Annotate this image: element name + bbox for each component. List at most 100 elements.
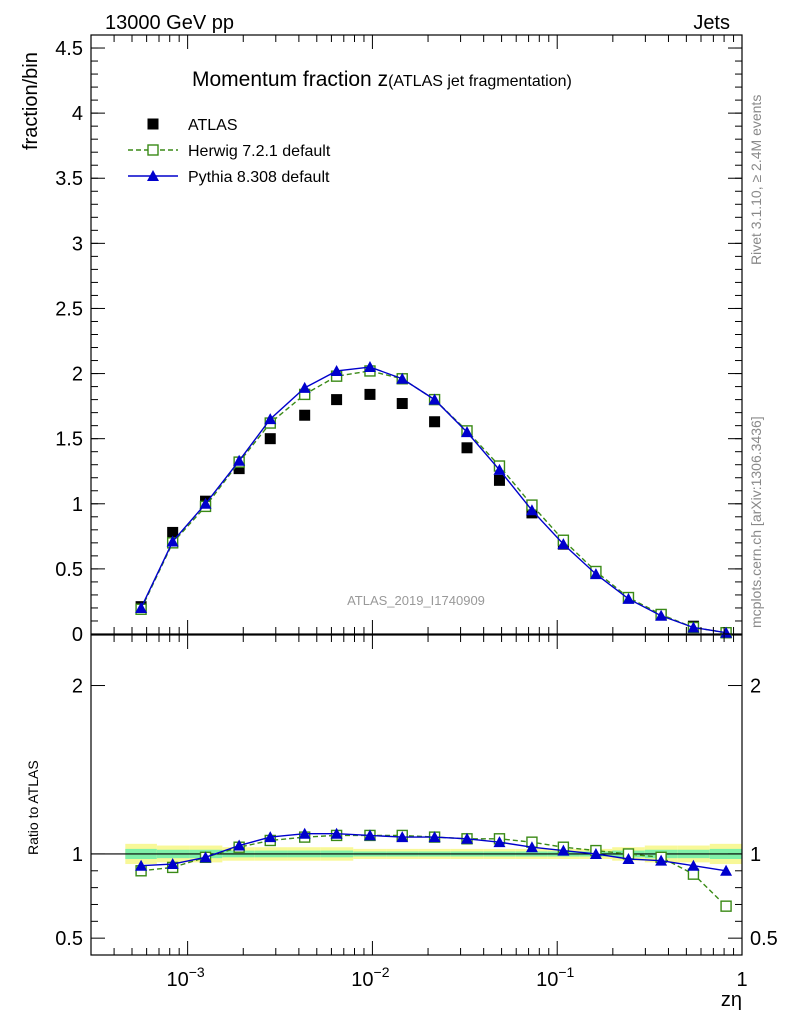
chart-title: Momentum fraction z(ATLAS jet fragmentat… bbox=[192, 68, 572, 91]
legend-marker bbox=[147, 144, 159, 156]
data-point bbox=[264, 433, 276, 445]
analysis-label: ATLAS_2019_I1740909 bbox=[347, 593, 485, 608]
ratio-point bbox=[720, 900, 732, 912]
ratio-point bbox=[363, 829, 376, 841]
ratio-point bbox=[199, 851, 212, 863]
ratio-y-tick-label-right: 2 bbox=[750, 676, 761, 698]
ratio-y-tick-label-right: 0.5 bbox=[750, 928, 778, 950]
main-y-tick-label: 1 bbox=[72, 494, 83, 516]
x-tick-base: 10 bbox=[351, 969, 373, 991]
data-point bbox=[135, 601, 148, 613]
x-tick-exponent: −3 bbox=[189, 964, 205, 980]
main-panel: 0 0.5 1 1.5 2 2.5 3 3.5 4 4.5 bbox=[55, 34, 743, 646]
ratio-frame bbox=[90, 634, 743, 956]
main-y-tick-label: 0 bbox=[72, 624, 83, 646]
data-point bbox=[264, 413, 277, 425]
x-tick-base: 10 bbox=[536, 969, 558, 991]
ratio-point bbox=[396, 831, 409, 843]
x-tick-exponent: −1 bbox=[558, 964, 574, 980]
ratio-y-ticks: 0.5 0.5 1 1 2 2 bbox=[55, 676, 778, 951]
main-y-tick-label: 3.5 bbox=[55, 168, 83, 190]
ratio-panel: 0.5 0.5 1 1 2 2 bbox=[55, 634, 778, 956]
data-point bbox=[493, 463, 506, 475]
data-point bbox=[199, 497, 212, 509]
data-point bbox=[687, 621, 700, 633]
main-y-ticks: 0 0.5 1 1.5 2 2.5 3 3.5 4 4.5 bbox=[55, 34, 742, 646]
process-label: Jets bbox=[693, 12, 730, 34]
data-point bbox=[233, 463, 245, 475]
ratio-point bbox=[135, 859, 148, 871]
data-point bbox=[233, 454, 246, 466]
ratio-point bbox=[493, 836, 506, 848]
ratio-point bbox=[298, 827, 311, 839]
main-y-tick-label: 1.5 bbox=[55, 429, 83, 451]
main-y-tick-label: 2.5 bbox=[55, 298, 83, 320]
rivet-label: Rivet 3.1.10, ≥ 2.4M events bbox=[748, 95, 764, 265]
data-point bbox=[720, 626, 733, 638]
data-point bbox=[299, 409, 311, 421]
data-point bbox=[330, 364, 343, 376]
ratio-line bbox=[141, 834, 727, 907]
ratio-point bbox=[330, 827, 343, 839]
main-y-tick-label: 2 bbox=[72, 364, 83, 386]
main-y-tick-label: 0.5 bbox=[55, 559, 83, 581]
ratio-y-tick-label: 2 bbox=[72, 676, 83, 698]
data-point bbox=[525, 504, 538, 516]
legend-label: Pythia 8.308 default bbox=[188, 169, 330, 186]
main-y-tick-label: 4 bbox=[72, 103, 83, 125]
data-point bbox=[589, 568, 602, 580]
x-axis-title: zη bbox=[721, 989, 742, 1011]
x-tick-base: 10 bbox=[167, 969, 189, 991]
data-point bbox=[166, 535, 179, 547]
ratio-y-tick-label: 0.5 bbox=[55, 928, 83, 950]
data-point bbox=[429, 416, 441, 428]
ratio-point bbox=[264, 831, 277, 843]
ratio-point bbox=[428, 831, 441, 843]
main-y-tick-label: 4.5 bbox=[55, 38, 83, 60]
ratio-point bbox=[589, 847, 602, 859]
y-axis-title-ratio: Ratio to ATLAS bbox=[25, 760, 41, 855]
x-tick-label: 1 bbox=[736, 969, 747, 991]
y-axis-title-main: fraction/bin bbox=[20, 52, 42, 150]
data-point bbox=[396, 398, 408, 410]
ratio-point bbox=[233, 839, 246, 851]
ratio-point bbox=[166, 858, 179, 870]
data-point bbox=[655, 609, 668, 621]
ratio-point bbox=[461, 832, 474, 844]
ratio-series-layer bbox=[135, 827, 733, 912]
main-series-layer bbox=[135, 361, 733, 639]
legend: ATLAS Herwig 7.2.1 default Pythia 8.308 de… bbox=[128, 117, 331, 186]
ratio-point bbox=[687, 859, 700, 871]
legend-label: Herwig 7.2.1 default bbox=[188, 143, 331, 160]
ratio-point bbox=[720, 864, 733, 876]
data-point bbox=[622, 592, 635, 604]
ratio-point bbox=[525, 841, 538, 853]
legend-label: ATLAS bbox=[188, 117, 238, 134]
x-tick-base: 1 bbox=[736, 969, 747, 991]
chart-title-main: Momentum fraction z bbox=[192, 68, 388, 91]
energy-label: 13000 GeV pp bbox=[105, 12, 234, 34]
legend-marker bbox=[147, 170, 159, 181]
ratio-point bbox=[622, 853, 635, 864]
data-point bbox=[363, 361, 376, 373]
data-point bbox=[331, 394, 343, 406]
x-tick-exponent: −2 bbox=[374, 964, 390, 980]
x-tick-label: 10−3 bbox=[167, 964, 205, 991]
data-point bbox=[493, 474, 505, 486]
main-y-tick-label: 3 bbox=[72, 233, 83, 255]
x-tick-label: 10−2 bbox=[351, 964, 389, 991]
x-ticks: 10−3 10−2 10−1 1 bbox=[90, 35, 748, 991]
data-point bbox=[557, 538, 570, 550]
ratio-point bbox=[557, 844, 570, 856]
ratio-point bbox=[655, 854, 668, 866]
data-point bbox=[167, 526, 179, 538]
ratio-y-tick-label-right: 1 bbox=[750, 844, 761, 866]
data-point bbox=[461, 442, 473, 454]
data-point bbox=[428, 393, 441, 405]
data-point bbox=[364, 388, 376, 400]
ratio-y-tick-label: 1 bbox=[72, 844, 83, 866]
legend-marker bbox=[147, 118, 159, 130]
chart-title-sub: (ATLAS jet fragmentation) bbox=[388, 73, 572, 90]
x-tick-label: 10−1 bbox=[536, 964, 574, 991]
